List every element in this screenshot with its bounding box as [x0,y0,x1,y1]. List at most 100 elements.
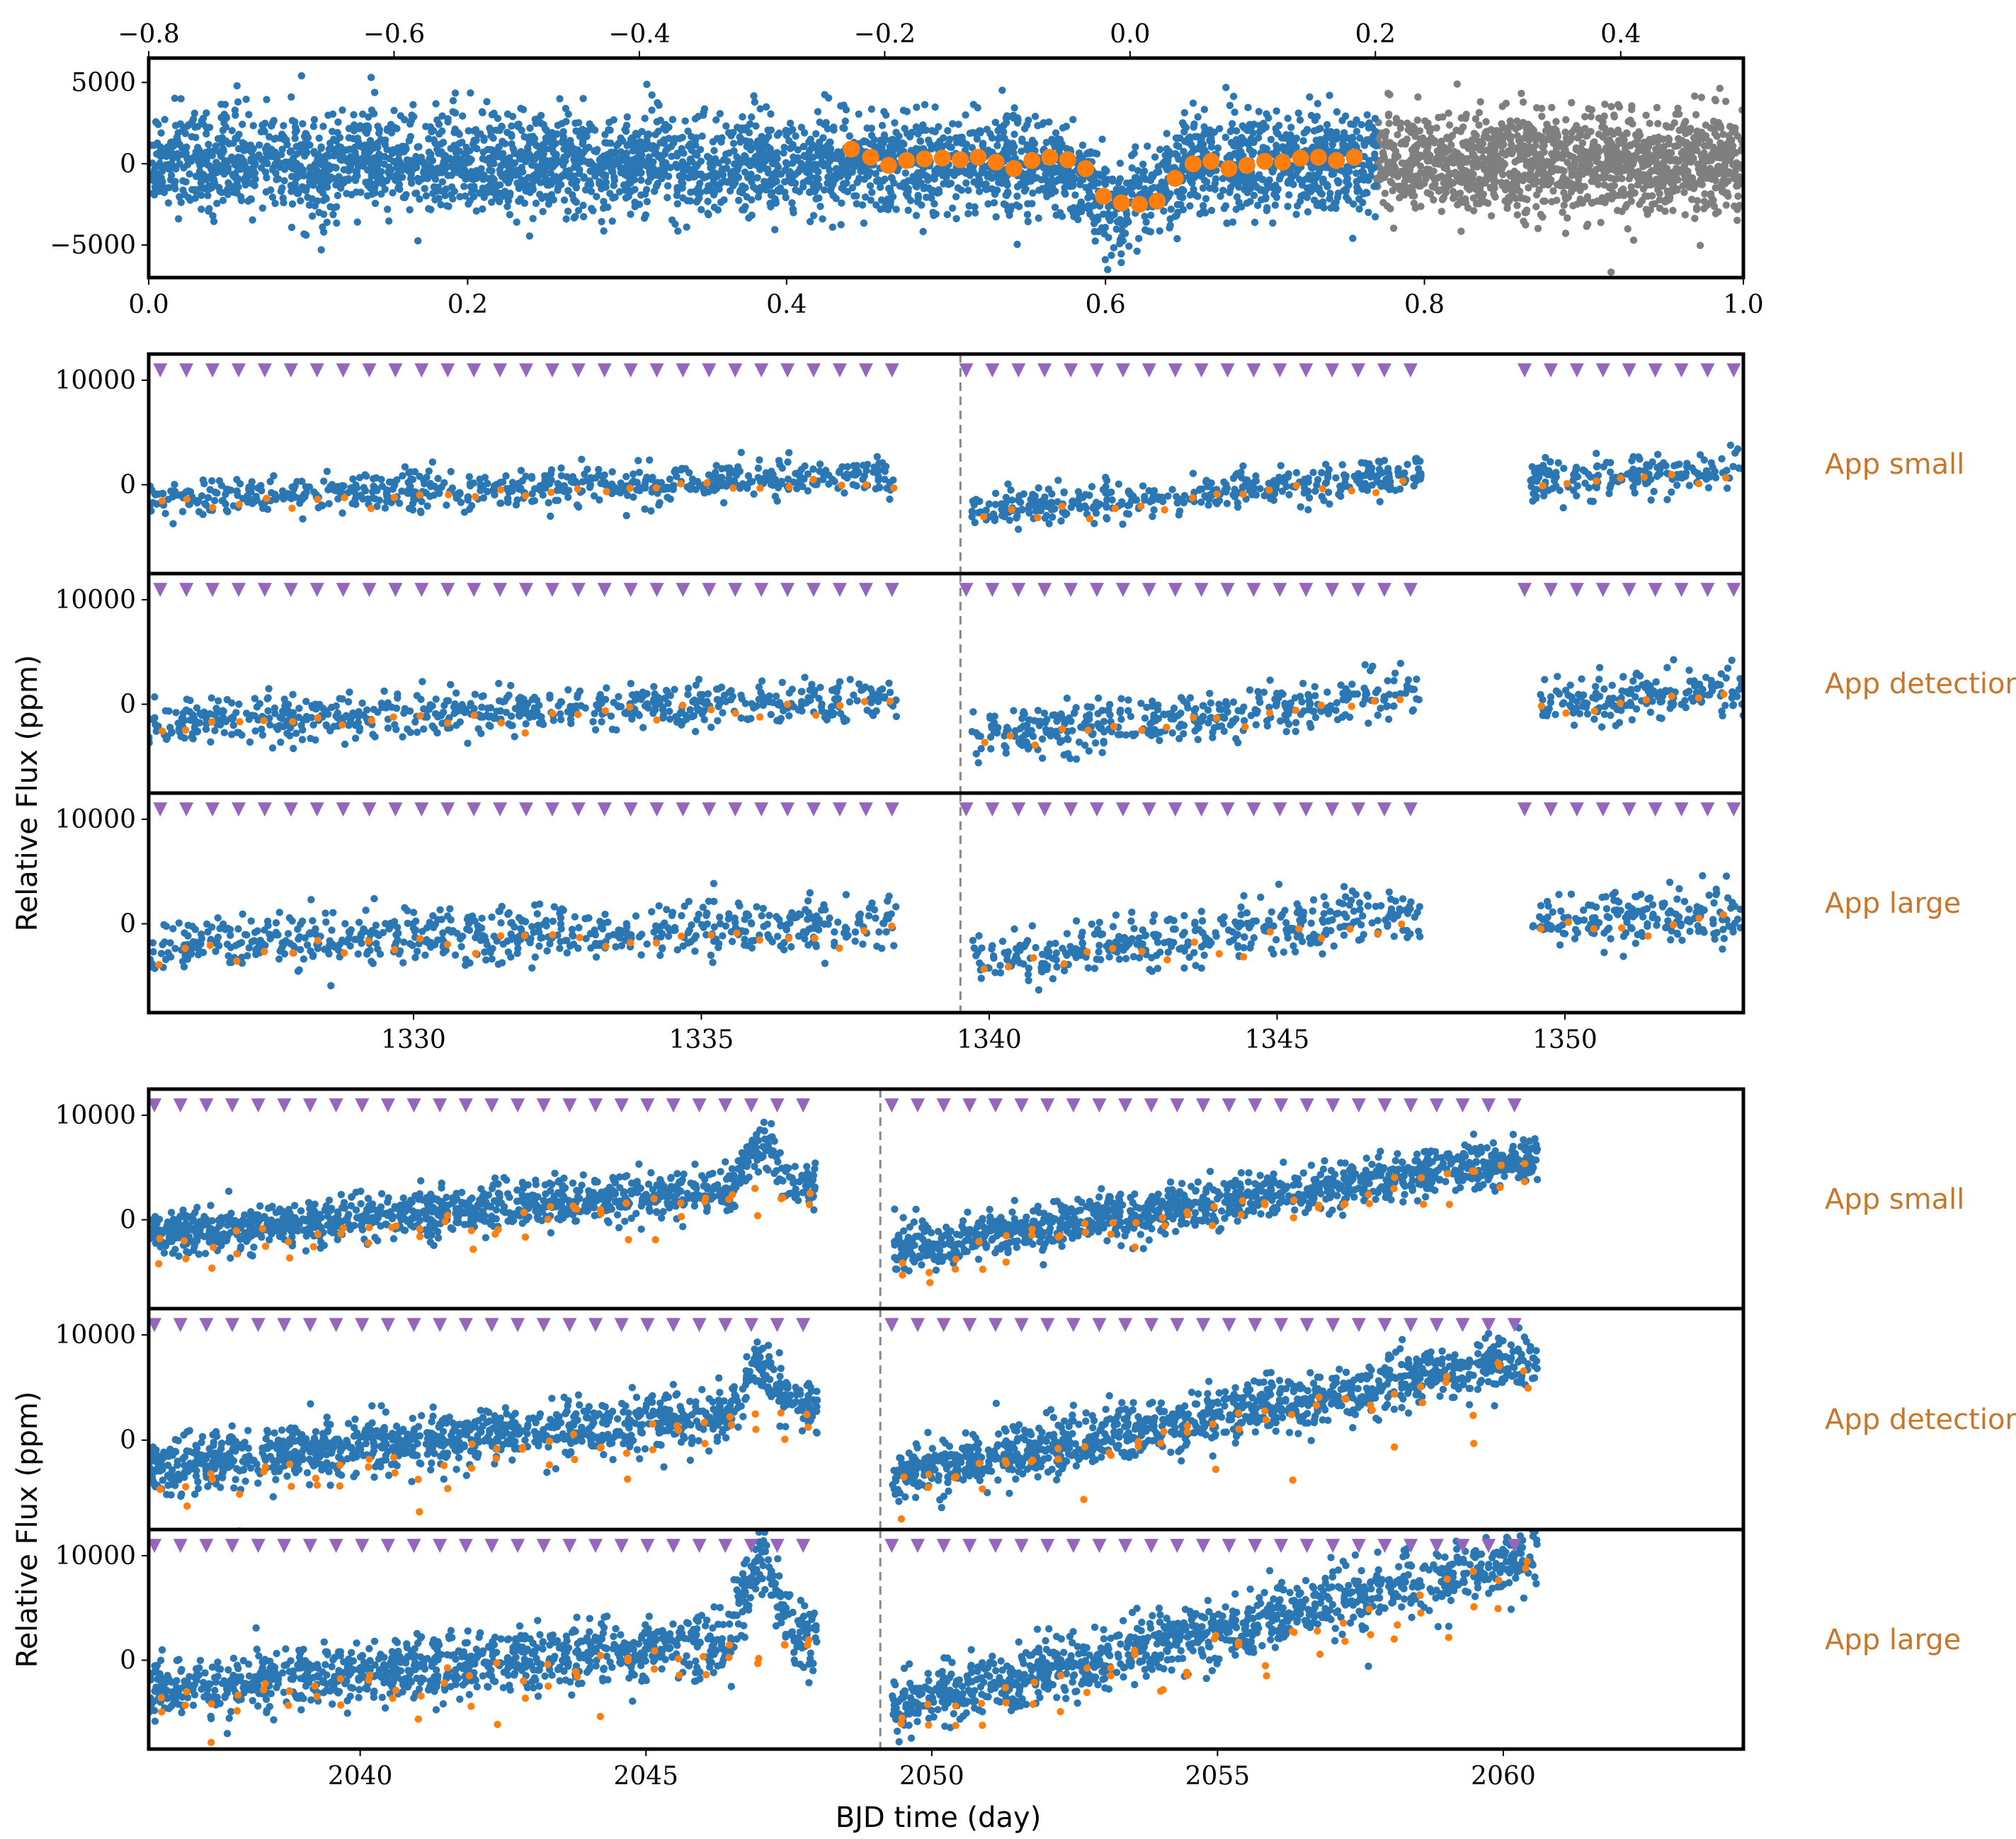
phase-point-outside [1534,132,1543,140]
phase-point-outside [1430,139,1438,147]
phase-point [302,186,310,195]
phase-point [708,186,716,194]
phase-point [815,194,823,202]
phase-point [219,196,227,205]
phase-point-outside [1642,181,1651,190]
phase-point [893,137,901,146]
phase-point [840,101,848,109]
phase-point [268,119,277,127]
phase-point [789,125,797,134]
phase-point-outside [1672,110,1680,118]
phase-point [674,227,682,235]
phase-point [700,108,707,116]
phase-point-outside [1464,144,1472,152]
phase-point [716,110,724,118]
phase-point [664,172,673,181]
phase-point [1161,183,1169,192]
phase-point-outside [1499,171,1507,178]
phase-point [1360,176,1368,184]
phase-point [587,188,596,195]
phase-point [332,203,341,211]
phase-point [1190,120,1198,128]
phase-point [1207,143,1216,151]
phase-point [214,135,222,143]
phase-point [268,193,277,201]
phase-point-outside [1693,197,1702,205]
phase-point [564,207,572,215]
phase-point [1105,214,1113,222]
phase-point [407,116,416,125]
phase-point [608,167,616,176]
phase-point [739,182,746,190]
phase-point [545,161,553,169]
phase-point [774,163,782,171]
phase-point [203,130,210,138]
phase-point [458,161,466,169]
phase-point [731,178,739,187]
phase-point-outside [1697,93,1706,101]
phase-point [310,175,318,183]
phase-point [1144,142,1151,150]
phase-point [1319,198,1327,206]
phase-point [198,117,206,125]
phase-point [1349,234,1357,242]
phase-point-outside [1448,132,1457,140]
phase-point [319,123,327,130]
phase-point [1078,141,1087,149]
phase-point [309,181,317,189]
phase-point-outside [1517,173,1526,181]
phase-point-outside [1554,166,1562,174]
phase-point [913,103,921,111]
phase-point [904,188,912,195]
phase-point [1238,173,1247,181]
phase-point [1112,225,1120,233]
phase-point-outside [1592,174,1600,183]
phase-point [467,89,474,97]
phase-point [671,135,678,143]
phase-point [288,200,297,208]
phase-point [251,181,258,190]
phase-point [655,101,663,109]
phase-point [438,127,446,135]
phase-point [906,132,914,141]
phase-point-outside [1731,124,1739,132]
phase-point [560,196,569,204]
phase-point [306,164,314,171]
phase-point [633,142,641,150]
phase-point [647,144,655,152]
phase-point [747,172,756,181]
phase-point-outside [1519,98,1527,106]
phase-point [449,96,457,105]
phase-point [579,212,588,221]
phase-point [508,140,516,148]
phase-point [799,183,807,191]
phase-point [681,117,689,125]
phase-point [1066,175,1074,183]
phase-point [182,149,190,157]
phase-point [365,140,374,149]
phase-point [1222,84,1230,91]
phase-point [1345,163,1352,171]
phase-point-outside [1646,120,1653,127]
phase-point-outside [1408,157,1417,165]
phase-point [628,162,637,171]
phase-point [343,166,351,173]
phase-point [887,173,896,181]
phase-point-outside [1537,210,1545,219]
phase-point [450,156,458,165]
phase-point [1306,93,1314,101]
phase-point [149,159,156,167]
phase-point [350,110,358,119]
phase-point-outside [1716,121,1724,130]
phase-point [944,127,952,135]
phase-point [286,148,294,156]
phase-point [186,170,193,178]
phase-point [678,184,686,192]
phase-point-outside [1590,153,1598,161]
phase-point-outside [1660,161,1668,169]
phase-point [1110,244,1118,252]
phase-point [513,166,520,174]
phase-point [1141,212,1149,220]
phase-point [1128,190,1136,198]
phase-point [234,98,242,106]
